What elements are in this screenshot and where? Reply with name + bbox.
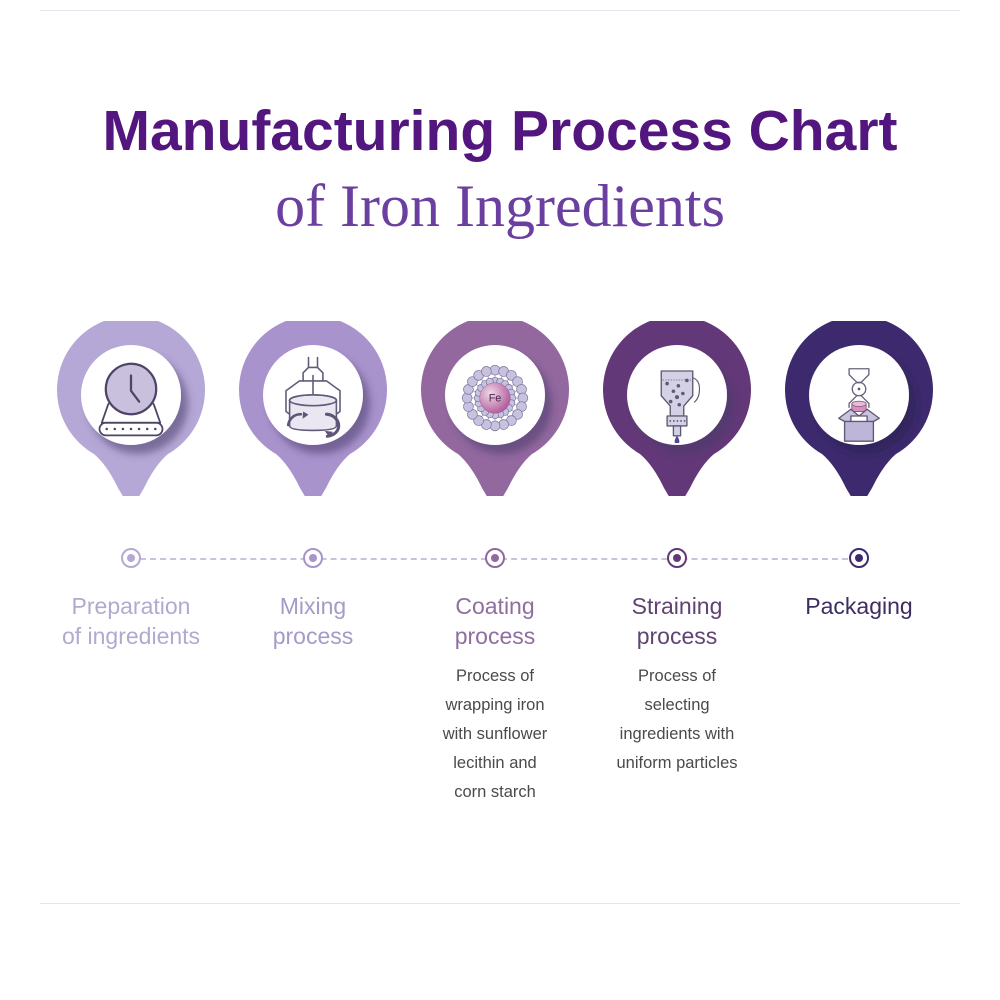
svg-text:Fe: Fe [489, 393, 502, 405]
